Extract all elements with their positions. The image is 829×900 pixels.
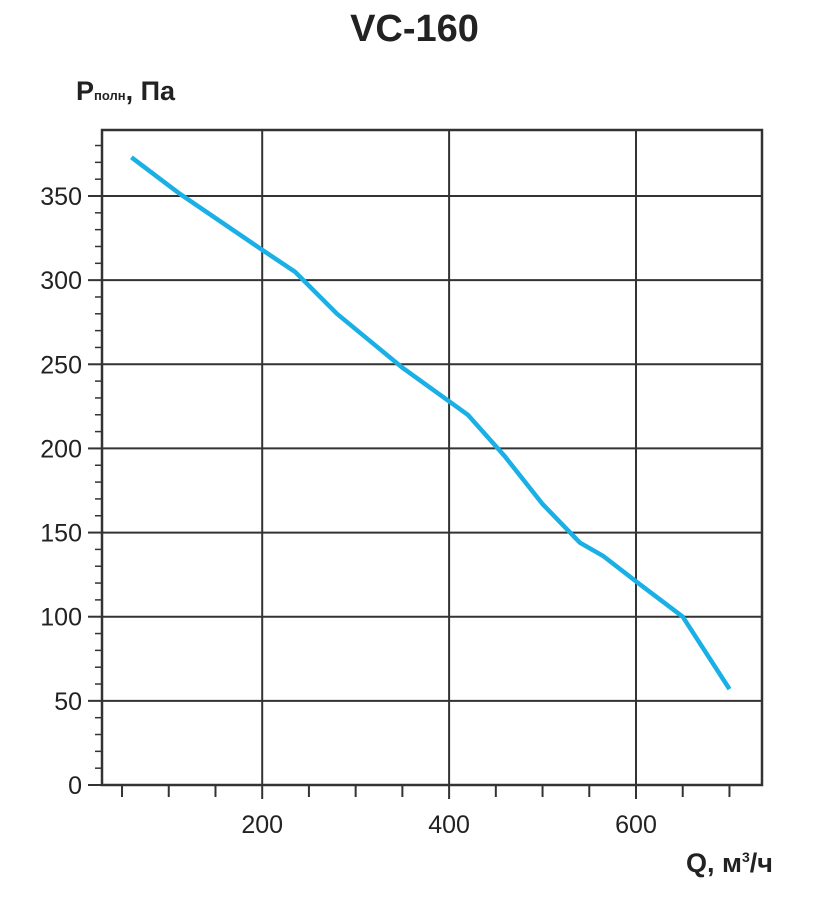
y-tick-label: 100 [40, 604, 82, 632]
y-tick-label: 50 [54, 688, 82, 716]
y-axis-label-unit: , Па [125, 76, 176, 106]
y-tick-label: 250 [40, 351, 82, 379]
y-tick-label: 350 [40, 183, 82, 211]
chart-title: VC-160 [350, 8, 479, 50]
plot-frame [100, 128, 764, 787]
x-axis-label: Q, м3/ч [686, 848, 773, 879]
y-tick-label: 300 [40, 267, 82, 295]
y-tick-label: 0 [68, 772, 82, 800]
x-axis-label-main: Q, м [686, 848, 742, 878]
x-tick-label: 600 [615, 811, 657, 839]
x-tick-label: 400 [428, 811, 470, 839]
x-axis-label-unit: /ч [749, 848, 773, 878]
series-line [130, 155, 732, 691]
y-axis-label-main: P [76, 76, 95, 106]
y-axis-label: Pполн, Па [76, 76, 175, 107]
x-axis-label-superscript: 3 [741, 849, 750, 865]
y-axis-label-subscript: полн [94, 88, 126, 103]
y-tick-label: 200 [40, 435, 82, 463]
x-tick-label: 200 [241, 811, 283, 839]
y-tick-label: 150 [40, 520, 82, 548]
